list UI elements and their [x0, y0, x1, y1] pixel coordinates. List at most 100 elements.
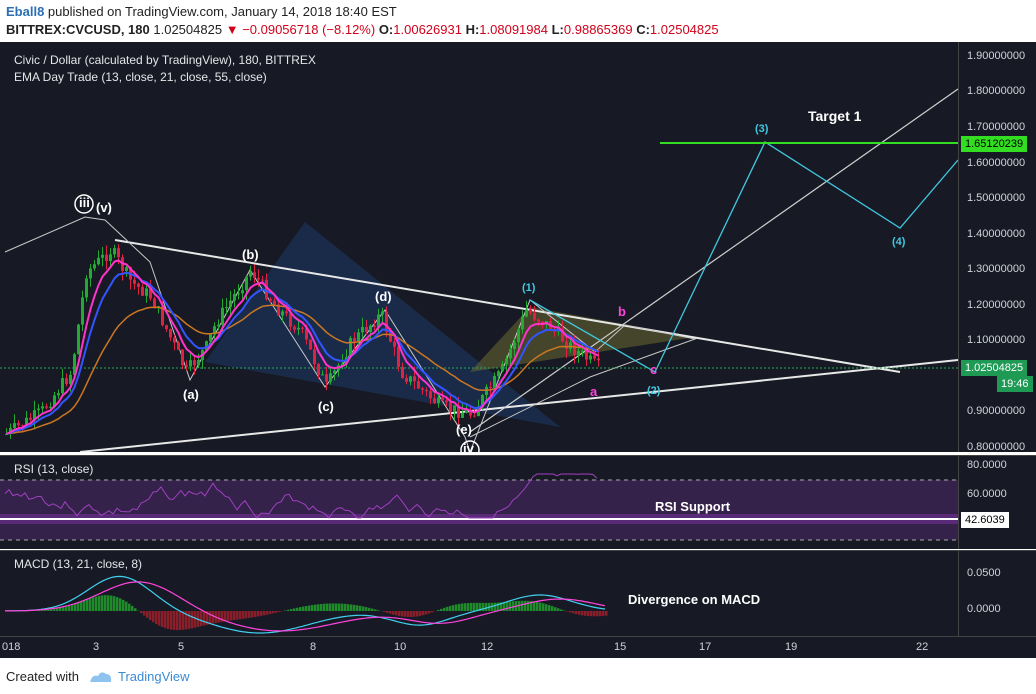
macd-histogram-bar: [395, 611, 398, 616]
macd-histogram-bar: [173, 611, 176, 630]
macd-histogram-bar: [383, 611, 386, 613]
macd-histogram-bar: [335, 603, 338, 611]
candle-body: [29, 417, 32, 420]
macd-histogram-bar: [563, 610, 566, 611]
author-link[interactable]: Eball8: [6, 4, 45, 19]
rsi-panel[interactable]: RSI (13, close) RSI Support: [0, 455, 958, 549]
macd-histogram-bar: [440, 608, 443, 611]
macd-histogram-bar: [545, 604, 548, 611]
candle-body: [473, 415, 476, 417]
macd-histogram-bar: [278, 611, 281, 612]
candle-body: [205, 341, 208, 351]
candle-body: [81, 297, 84, 325]
macd-title[interactable]: MACD (13, 21, close, 8): [14, 557, 143, 571]
candle-body: [117, 248, 120, 258]
candle-body: [385, 311, 388, 332]
candle-body: [65, 378, 68, 385]
macd-histogram-bar: [308, 605, 311, 611]
macd-histogram-bar: [401, 611, 404, 617]
panel-title: Civic / Dollar (calculated by TradingVie…: [14, 53, 316, 67]
macd-histogram-bar: [497, 602, 500, 611]
wave-b-label: (b): [242, 247, 259, 262]
candle-body: [301, 327, 304, 329]
candle-body: [17, 423, 20, 426]
countdown-tag: 19:46: [997, 376, 1033, 392]
macd-histogram-bar: [128, 603, 131, 611]
candle-body: [325, 374, 328, 382]
indicator-title[interactable]: EMA Day Trade (13, close, 21, close, 55,…: [14, 70, 267, 84]
time-tick: 17: [699, 641, 712, 653]
macd-histogram-bar: [341, 603, 344, 611]
rsi-title[interactable]: RSI (13, close): [14, 462, 94, 476]
price-tick: 1.60000000: [967, 157, 1026, 169]
macd-histogram-bar: [350, 604, 353, 611]
macd-histogram-bar: [263, 611, 266, 616]
publish-text: published on TradingView.com, January 14…: [44, 4, 397, 19]
candle-body: [481, 395, 484, 407]
last-price-tag: 1.02504825: [961, 360, 1028, 376]
macd-histogram-bar: [218, 611, 221, 623]
tradingview-brand-link[interactable]: TradingView: [118, 669, 190, 684]
macd-histogram-bar: [479, 602, 482, 611]
iii-wave-marker: [74, 194, 94, 214]
price-panel[interactable]: Civic / Dollar (calculated by TradingVie…: [0, 42, 958, 452]
macd-histogram-bar: [557, 608, 560, 611]
candle-body: [181, 349, 184, 366]
macd-histogram-bar: [233, 611, 236, 621]
candle-body: [193, 360, 196, 366]
macd-histogram-bar: [188, 611, 191, 629]
low-value: 0.98865369: [563, 22, 633, 37]
price-axis[interactable]: 1.90000000 1.80000000 1.70000000 1.60000…: [958, 42, 1036, 453]
candle-body: [225, 307, 228, 309]
candle-body: [433, 398, 436, 404]
candle-body: [581, 350, 584, 352]
macd-histogram-bar: [443, 607, 446, 611]
macd-axis[interactable]: 0.0500 0.0000: [958, 550, 1036, 637]
rsi-axis[interactable]: 80.0000 60.0000 42.6039: [958, 455, 1036, 549]
candle-body: [529, 309, 532, 313]
open-label: O:: [378, 22, 394, 37]
last-value: 1.02504825: [153, 22, 223, 37]
macd-histogram-bar: [428, 611, 431, 614]
candle-body: [149, 288, 152, 299]
macd-histogram-bar: [368, 607, 371, 611]
time-axis[interactable]: 018 3 5 8 10 12 15 17 19 22: [0, 636, 1036, 659]
tradingview-logo-icon[interactable]: [88, 668, 114, 684]
candle-body: [113, 248, 116, 255]
wave-sub-c-label: c: [650, 362, 658, 377]
candle-body: [365, 326, 368, 333]
macd-histogram-bar: [191, 611, 194, 629]
macd-histogram-bar: [155, 611, 158, 625]
macd-histogram-bar: [467, 603, 470, 611]
macd-histogram-bar: [89, 598, 92, 611]
candle-body: [57, 393, 60, 396]
candle-body: [13, 423, 16, 428]
macd-histogram-bar: [116, 597, 119, 611]
macd-histogram-bar: [437, 610, 440, 611]
candle-body: [189, 360, 192, 367]
macd-histogram-bar: [131, 605, 134, 611]
candle-body: [469, 410, 472, 416]
macd-panel[interactable]: MACD (13, 21, close, 8) Divergence on MA…: [0, 550, 958, 637]
candle-body: [421, 388, 424, 390]
candle-body: [97, 257, 100, 265]
macd-histogram-bar: [149, 611, 152, 621]
macd-histogram-bar: [461, 603, 464, 611]
macd-histogram-bar: [389, 611, 392, 614]
candle-body: [413, 376, 416, 382]
candle-body: [317, 363, 320, 376]
macd-histogram-bar: [185, 611, 188, 630]
macd-histogram-bar: [62, 607, 65, 611]
macd-histogram-bar: [521, 600, 524, 611]
candle-body: [173, 337, 176, 343]
macd-histogram-bar: [329, 603, 332, 611]
macd-histogram-bar: [356, 605, 359, 611]
candle-body: [153, 298, 156, 309]
macd-histogram-bar: [506, 601, 509, 611]
macd-histogram-bar: [569, 611, 572, 613]
candle-body: [289, 313, 292, 327]
price-chart[interactable]: [0, 42, 958, 452]
down-arrow-icon: ▼: [225, 22, 239, 37]
candle-body: [169, 329, 172, 338]
macd-histogram-bar: [227, 611, 230, 621]
